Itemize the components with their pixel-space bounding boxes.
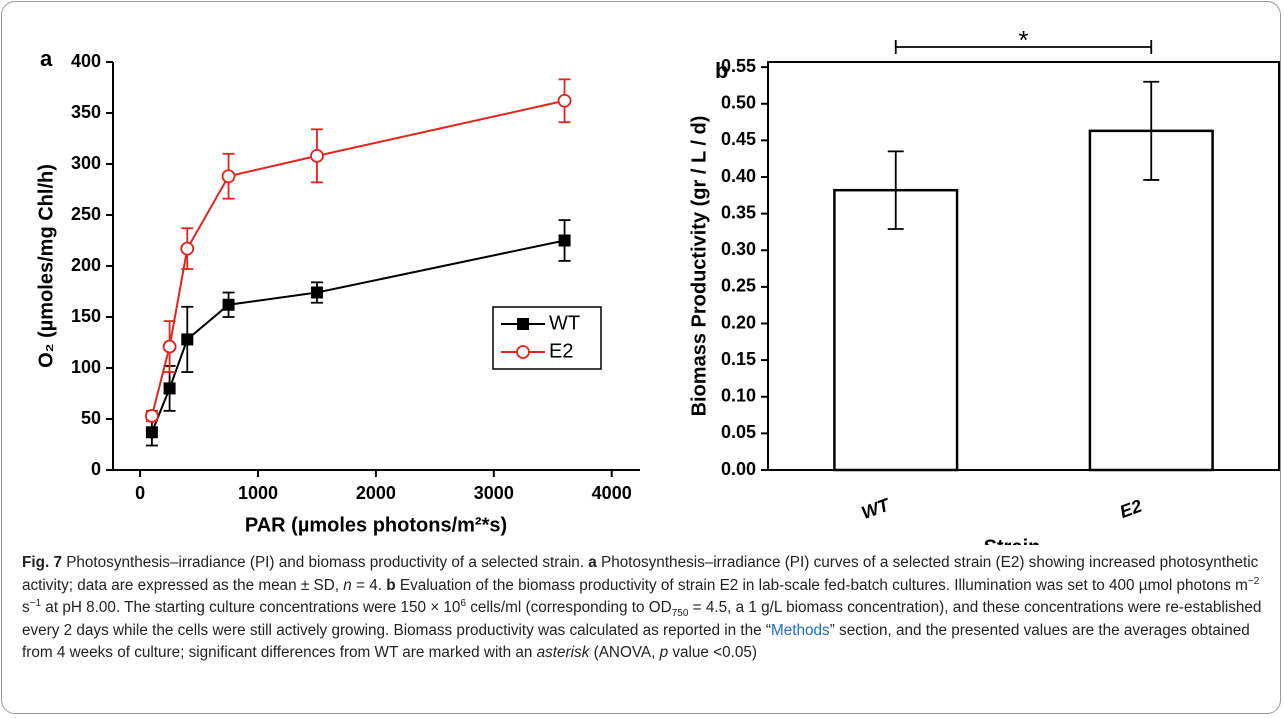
y-tick-label: 0.30 [721, 239, 756, 259]
caption-run: ” section, and the presented values are … [22, 621, 1250, 662]
y-tick-label: 0.20 [721, 312, 756, 332]
x-tick-label: 0 [135, 483, 145, 503]
marker [310, 286, 323, 299]
y-tick-label: 300 [71, 153, 101, 173]
caption-run: Fig. 7 [22, 554, 62, 571]
caption-run: s [22, 599, 30, 616]
y-tick-label: 0.10 [721, 386, 756, 406]
marker [310, 148, 324, 163]
caption-run: value <0.05) [668, 644, 757, 661]
marker [162, 339, 177, 354]
x-axis-label: PAR (µmoles photons/m²*s) [245, 514, 507, 536]
legend-marker [517, 318, 529, 330]
caption-run: −2 [1247, 575, 1260, 587]
caption-run: asterisk [536, 644, 590, 661]
marker [221, 169, 236, 184]
caption-run: a [588, 554, 597, 571]
legend-box [492, 306, 602, 370]
y-tick-label: 200 [71, 255, 101, 275]
x-tick-label: E2 [1117, 496, 1145, 522]
caption-run: 6 [460, 597, 466, 609]
y-tick-label: 100 [71, 357, 101, 377]
legend-marker [516, 345, 530, 359]
significance-mark: * [1018, 25, 1028, 55]
x-tick-label: 4000 [592, 483, 632, 503]
y-tick-label: 0 [91, 459, 101, 479]
bar [1088, 129, 1214, 472]
y-tick-label: 0.35 [721, 202, 756, 222]
caption-run: 750 [671, 608, 689, 620]
caption-run: = 4.5, a 1 g/L biomass concentration), a… [22, 599, 1262, 639]
figure: a O₂ (µmoles/mg Chl/h) PAR (µmoles photons… [35, 25, 1280, 545]
series-line [150, 239, 565, 433]
marker [558, 234, 571, 247]
y-tick-label: 400 [71, 51, 101, 71]
caption-run: b [386, 576, 396, 594]
panel-label: a [40, 46, 53, 71]
y-tick-label: 0.40 [721, 166, 756, 186]
marker [222, 298, 235, 311]
y-tick-label: 0.05 [721, 422, 756, 442]
y-tick-label: 250 [71, 204, 101, 224]
marker [557, 93, 572, 108]
caption-run: p [659, 644, 669, 661]
y-tick-label: 0.15 [721, 349, 756, 369]
y-tick-label: 0.25 [721, 276, 756, 296]
panel-label: b [715, 58, 728, 83]
x-tick-label: 3000 [474, 483, 514, 503]
caption-run[interactable]: Methods [771, 621, 830, 639]
significance-bracket [894, 40, 1153, 54]
y-axis-label: Biomass Productivity (gr / L / d) [688, 116, 710, 417]
caption-run: cells/ml (corresponding to OD [465, 599, 672, 616]
caption-run: n [343, 576, 352, 594]
caption-run: (ANOVA, [589, 644, 660, 661]
x-tick-label: 2000 [356, 483, 396, 503]
caption-run: Evaluation of the biomass productivity o… [395, 576, 1248, 594]
error-bar [887, 150, 904, 230]
marker [145, 426, 158, 439]
y-tick-label: 350 [71, 102, 101, 122]
figure-caption: Fig. 7 Photosynthesis–irradiance (PI) an… [22, 552, 1267, 665]
caption-run: −1 [29, 597, 42, 609]
x-axis-label: Strain [984, 536, 1041, 545]
error-bar [1143, 80, 1160, 181]
y-tick-label: 0.00 [721, 459, 756, 479]
x-tick-label: 1000 [238, 483, 278, 503]
marker [145, 409, 159, 423]
caption-run: Photosynthesis–irradiance (PI) curves of… [22, 554, 1259, 594]
y-tick-label: 50 [81, 408, 101, 428]
caption-run: at pH 8.00. The starting culture concent… [41, 599, 461, 616]
marker [181, 333, 194, 346]
marker [180, 241, 195, 256]
legend-label: E2 [549, 340, 573, 362]
caption-run: Photosynthesis–irradiance (PI) and bioma… [61, 554, 589, 571]
caption-run: = 4. [351, 576, 387, 594]
marker [163, 382, 176, 395]
series-line [150, 99, 565, 417]
y-tick-label: 150 [71, 306, 101, 326]
y-axis-label: O₂ (µmoles/mg Chl/h) [35, 164, 57, 368]
y-tick-label: 0.50 [721, 93, 756, 113]
y-tick-label: 0.55 [721, 56, 756, 76]
bar [833, 188, 959, 472]
plot-frame [767, 61, 1280, 471]
x-tick-label: WT [859, 494, 894, 523]
legend-label: WT [549, 312, 580, 334]
y-tick-label: 0.45 [721, 129, 756, 149]
